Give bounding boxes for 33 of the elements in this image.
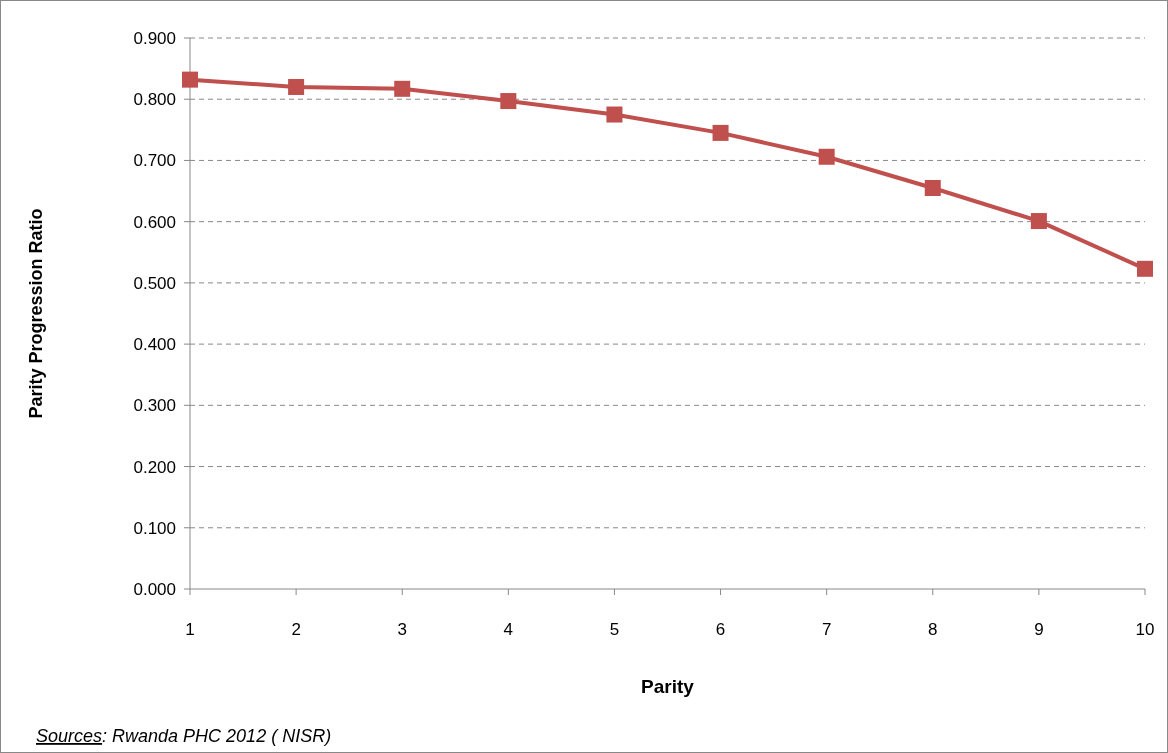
point	[394, 80, 411, 97]
point	[500, 93, 517, 110]
y-tick-label: 0.600	[133, 212, 176, 232]
point	[818, 148, 835, 165]
x-tick-label: 5	[609, 620, 620, 639]
y-tick-label: 0.000	[133, 579, 176, 599]
y-tick-label: 0.800	[133, 90, 176, 110]
y-tick-label: 0.400	[133, 335, 176, 355]
point	[1030, 213, 1047, 230]
x-tick-label: 8	[928, 620, 938, 639]
point	[606, 106, 623, 123]
x-tick-label: 4	[503, 620, 514, 639]
x-tick-label: 6	[715, 620, 726, 639]
x-tick-label: 10	[1135, 620, 1155, 639]
point	[182, 71, 198, 88]
x-tick-label: 2	[291, 620, 301, 639]
x-tick-label: 7	[821, 620, 832, 639]
y-tick-label: 0.500	[133, 273, 176, 293]
y-tick-label: 0.900	[133, 28, 176, 48]
x-tick-label: 1	[185, 620, 195, 639]
y-tick-label: 0.700	[133, 151, 176, 171]
y-tick-label: 0.100	[133, 518, 176, 538]
x-tick-label: 3	[397, 620, 407, 639]
y-axis-title: Parity Progression Ratio	[26, 208, 46, 419]
x-axis-title: Parity	[641, 676, 695, 697]
point	[924, 179, 941, 196]
y-tick-label: 0.300	[133, 396, 176, 416]
point	[288, 78, 305, 95]
point	[1137, 260, 1153, 277]
point	[712, 124, 729, 141]
x-tick-label: 9	[1034, 620, 1044, 639]
y-tick-label: 0.200	[133, 457, 176, 477]
source-note: Sources: Rwanda PHC 2012 ( NISR)	[36, 726, 332, 746]
